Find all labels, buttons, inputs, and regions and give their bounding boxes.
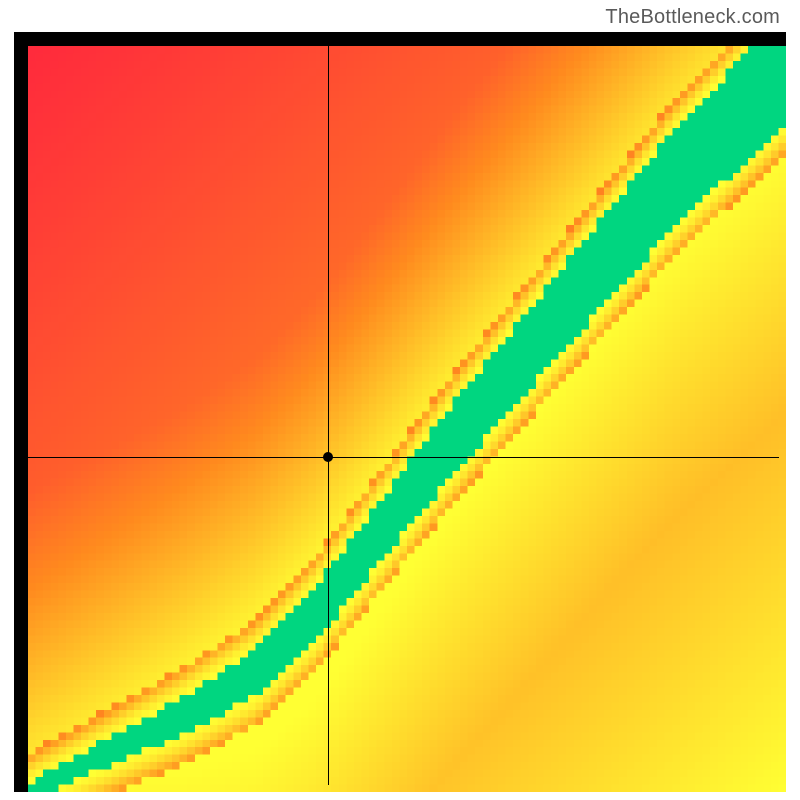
heatmap-canvas: [28, 46, 786, 792]
crosshair-horizontal: [21, 457, 779, 458]
crosshair-point: [323, 452, 333, 462]
crosshair-vertical: [328, 39, 329, 785]
plot-frame: [14, 32, 786, 792]
watermark-text: TheBottleneck.com: [605, 6, 780, 29]
plot-area: [21, 39, 779, 785]
